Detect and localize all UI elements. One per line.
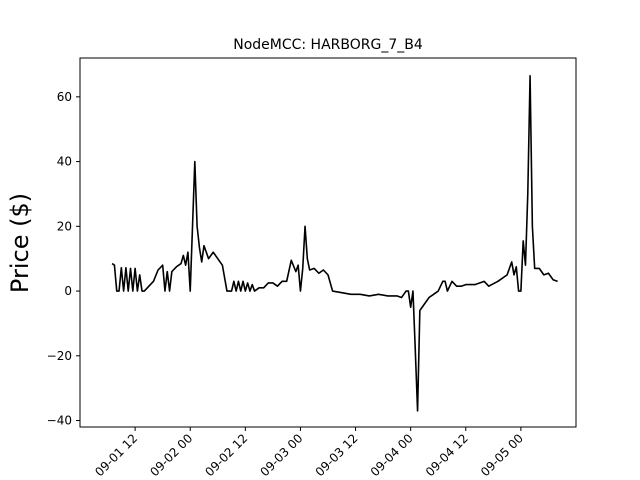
- y-tick-label: −20: [47, 349, 72, 363]
- plot-frame: [79, 57, 577, 428]
- y-tick-label: 60: [57, 90, 72, 104]
- price-series-line: [111, 75, 558, 412]
- y-axis-ticks: −40 −20 0 20 40 60: [47, 90, 80, 428]
- y-axis-label: Price ($): [6, 193, 34, 293]
- y-tick-label: −40: [47, 414, 72, 428]
- y-tick-label: 40: [57, 155, 72, 169]
- chart-title: NodeMCC: HARBORG_7_B4: [233, 37, 423, 53]
- y-tick-label: 20: [57, 219, 72, 233]
- y-tick-label: 0: [64, 284, 72, 298]
